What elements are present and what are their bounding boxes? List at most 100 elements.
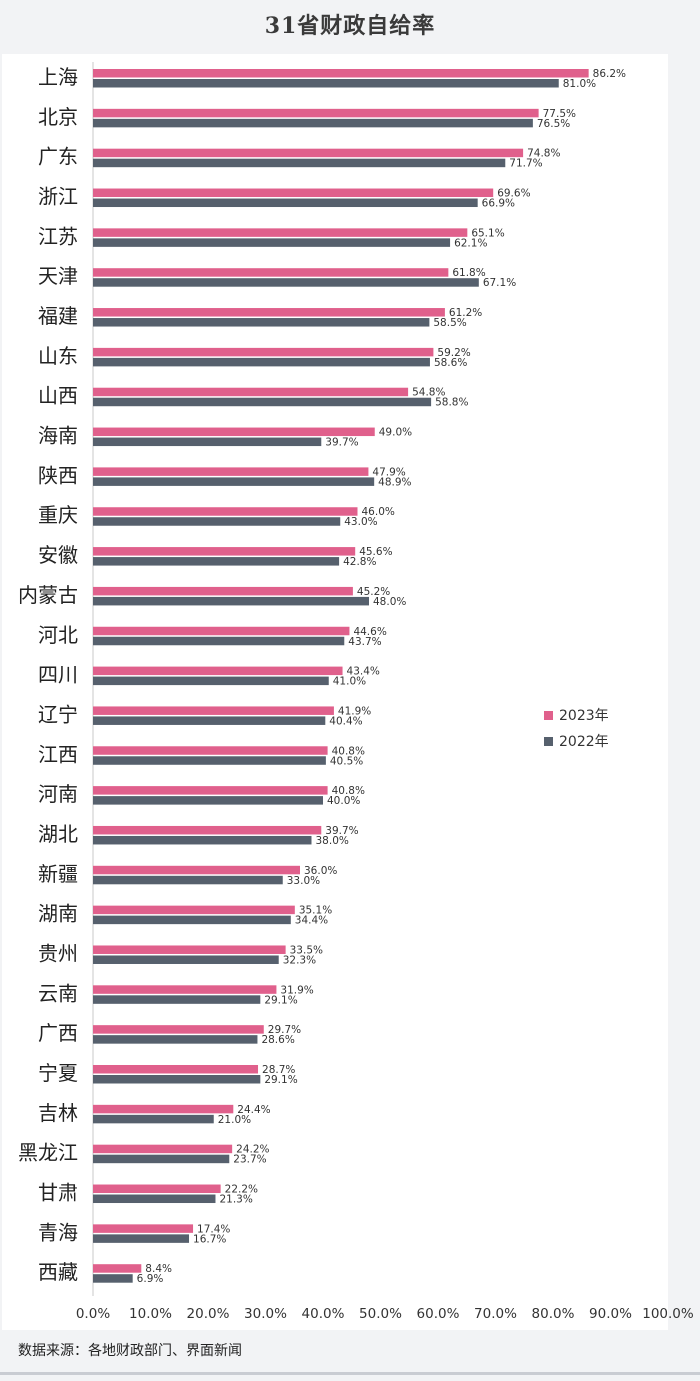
- data-label: 43.0%: [344, 516, 377, 528]
- bar-previous: [93, 79, 559, 88]
- data-label: 28.7%: [262, 1064, 295, 1076]
- data-label: 21.3%: [219, 1194, 252, 1206]
- category-label: 安徽: [38, 543, 78, 567]
- data-label: 76.5%: [537, 118, 570, 130]
- data-label: 43.7%: [348, 636, 381, 648]
- data-label: 58.6%: [434, 357, 467, 369]
- bar-current: [93, 188, 494, 198]
- bar-previous: [93, 517, 341, 526]
- category-label: 福建: [38, 304, 78, 328]
- category-label: 河北: [38, 623, 78, 647]
- category-label: 广西: [38, 1021, 78, 1045]
- category-label: 贵州: [38, 941, 78, 965]
- bar-previous: [93, 875, 283, 885]
- bar-current: [93, 1184, 221, 1194]
- data-label: 71.7%: [509, 158, 542, 170]
- legend-label: 2022年: [559, 734, 609, 750]
- category-label: 新疆: [38, 862, 78, 886]
- data-label: 49.0%: [379, 427, 412, 439]
- bar-current: [93, 825, 322, 835]
- category-label: 吉林: [38, 1101, 78, 1125]
- x-tick-label: 80.0%: [532, 1306, 575, 1322]
- category-label: 山西: [38, 384, 78, 408]
- bar-current: [93, 706, 334, 715]
- bar-previous: [93, 437, 322, 447]
- bar-previous: [93, 1154, 230, 1164]
- bar-previous: [93, 357, 430, 367]
- data-label: 47.9%: [372, 466, 405, 478]
- bar-current: [93, 945, 286, 954]
- data-label: 54.8%: [412, 387, 445, 399]
- data-label: 41.9%: [338, 705, 371, 717]
- category-label: 湖南: [38, 902, 78, 926]
- bar-current: [93, 427, 375, 437]
- bar-current: [93, 347, 434, 357]
- bar-previous: [93, 557, 340, 566]
- bar-current: [93, 268, 449, 277]
- bar-current: [93, 1264, 142, 1273]
- data-label: 58.5%: [433, 317, 466, 329]
- data-label: 29.7%: [268, 1024, 301, 1036]
- bar-current: [93, 547, 356, 556]
- bar-current: [93, 1025, 264, 1034]
- bar-previous: [93, 955, 279, 964]
- category-label: 河南: [38, 782, 78, 806]
- data-label: 43.4%: [347, 666, 380, 678]
- bar-previous: [93, 158, 506, 168]
- bar-previous: [93, 1114, 214, 1124]
- data-label: 67.1%: [483, 277, 516, 289]
- data-label: 45.2%: [357, 586, 390, 598]
- data-label: 28.6%: [261, 1034, 294, 1046]
- data-label: 40.0%: [327, 795, 360, 807]
- category-label: 重庆: [38, 503, 78, 527]
- bar-previous: [93, 278, 479, 287]
- bar-previous: [93, 477, 375, 486]
- data-label: 38.0%: [316, 835, 349, 847]
- bar-current: [93, 786, 328, 795]
- data-label: 24.2%: [236, 1144, 269, 1156]
- data-label: 22.2%: [225, 1184, 258, 1196]
- category-label: 湖北: [38, 822, 78, 846]
- category-label: 上海: [38, 65, 78, 89]
- bar-previous: [93, 676, 329, 686]
- legend-swatch: [544, 711, 553, 720]
- bar-current: [93, 865, 300, 875]
- bar-current: [93, 1144, 233, 1154]
- data-label: 69.6%: [497, 188, 530, 200]
- chart-title: 31省财政自给率: [264, 13, 436, 39]
- bar-current: [93, 69, 589, 78]
- x-tick-label: 20.0%: [187, 1306, 230, 1322]
- data-label: 86.2%: [593, 68, 626, 80]
- bar-previous: [93, 1274, 133, 1283]
- category-label: 北京: [38, 105, 78, 129]
- bar-previous: [93, 716, 326, 725]
- bar-current: [93, 1065, 259, 1074]
- data-label: 81.0%: [563, 78, 596, 90]
- data-label: 40.4%: [329, 715, 362, 727]
- data-label: 33.0%: [287, 875, 320, 887]
- data-label: 6.9%: [137, 1273, 164, 1285]
- bar-current: [93, 905, 295, 915]
- bar-current: [93, 985, 277, 994]
- bar-previous: [93, 835, 312, 845]
- bar-current: [93, 746, 328, 755]
- data-label: 36.0%: [304, 865, 337, 877]
- data-label: 59.2%: [437, 347, 470, 359]
- category-label: 浙江: [38, 185, 78, 209]
- category-label: 陕西: [38, 463, 78, 487]
- data-label: 29.1%: [264, 1074, 297, 1086]
- category-label: 宁夏: [38, 1061, 78, 1085]
- data-label: 66.9%: [482, 198, 515, 210]
- bar-previous: [93, 1194, 216, 1204]
- data-label: 39.7%: [325, 437, 358, 449]
- bar-current: [93, 108, 539, 118]
- category-label: 天津: [38, 264, 78, 288]
- bar-previous: [93, 636, 345, 646]
- bar-current: [93, 507, 358, 516]
- category-label: 内蒙古: [18, 583, 78, 607]
- data-label: 48.0%: [373, 596, 406, 608]
- bar-previous: [93, 995, 261, 1004]
- legend-label: 2023年: [559, 708, 609, 724]
- data-label: 40.8%: [332, 745, 365, 757]
